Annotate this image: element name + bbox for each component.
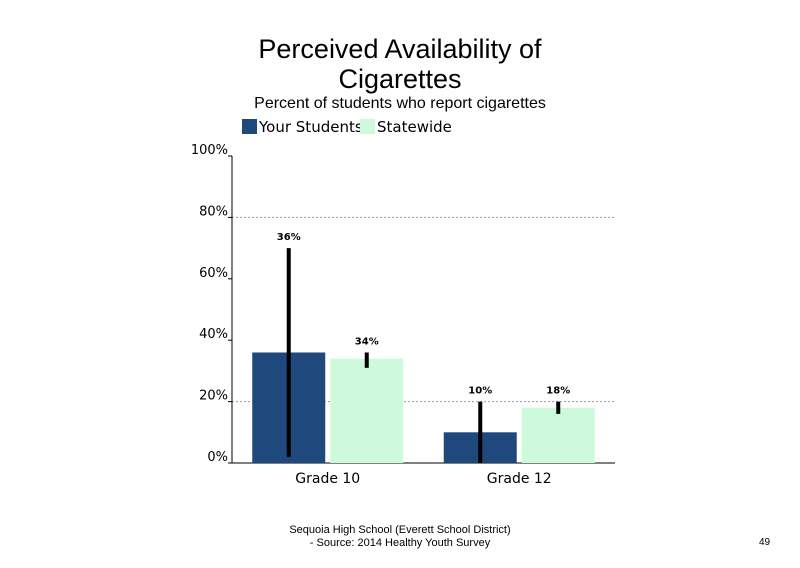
data-label: 10%	[468, 386, 492, 397]
bar	[330, 358, 404, 463]
bar	[521, 407, 595, 463]
y-tick-label: 100%	[191, 143, 228, 158]
page-number: 49	[759, 537, 771, 548]
y-tick-label: 40%	[199, 327, 228, 342]
legend-label-your-students: Your Students	[259, 118, 363, 136]
y-tick-label: 60%	[199, 266, 228, 281]
y-tick-label: 20%	[199, 389, 228, 404]
footer-line-1: Sequoia High School (Everett School Dist…	[289, 524, 511, 536]
data-label: 36%	[277, 232, 301, 243]
legend-swatch-statewide	[360, 119, 375, 134]
x-tick-label: Grade 10	[295, 471, 360, 487]
y-tick-label: 80%	[199, 204, 228, 219]
y-tick-label: 0%	[207, 450, 228, 465]
chart-subtitle: Percent of students who report cigarette…	[254, 95, 546, 112]
chart-title-line-2: Cigarettes	[338, 64, 462, 94]
footer: Sequoia High School (Everett School Dist…	[0, 524, 800, 550]
legend-label-statewide: Statewide	[377, 118, 452, 136]
x-tick-label: Grade 12	[487, 471, 552, 487]
footer-line-2: - Source: 2014 Healthy Youth Survey	[309, 537, 491, 549]
data-label: 18%	[546, 386, 570, 397]
data-label: 34%	[355, 336, 379, 347]
legend-swatch-your-students	[242, 119, 257, 134]
chart-title-line-1: Perceived Availability of	[258, 34, 542, 64]
chart-title: Perceived Availability of Cigarettes	[0, 34, 800, 94]
